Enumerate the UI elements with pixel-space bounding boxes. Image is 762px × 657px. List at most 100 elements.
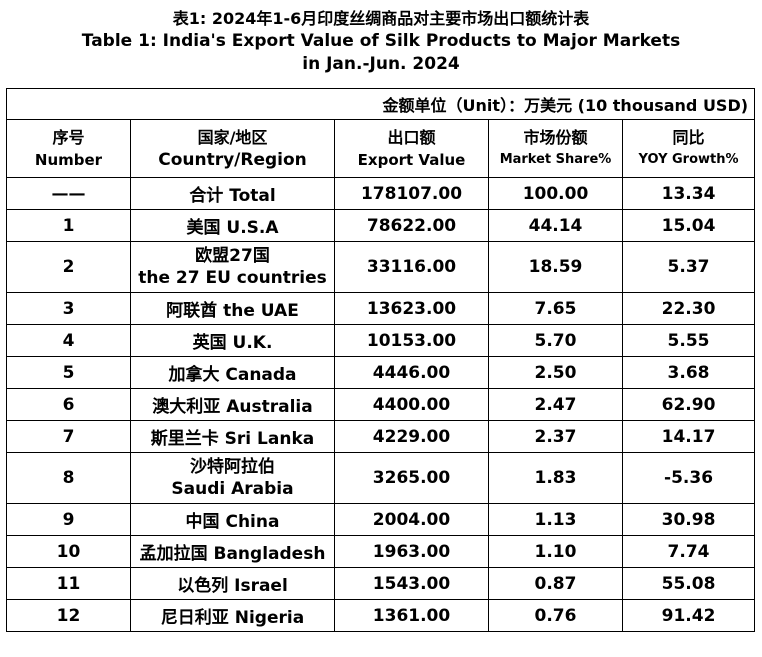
title-english: Table 1: India's Export Value of Silk Pr… [81, 31, 681, 51]
header-export-value-en: Export Value [357, 151, 466, 169]
row-number: 12 [6, 599, 131, 632]
header-row: 序号 Number 国家/地区 Country/Region 出口额 Expor… [6, 119, 756, 178]
header-yoy-en: YOY Growth% [638, 152, 739, 167]
row-country: 阿联酋 the UAE [130, 292, 335, 325]
row-number: 5 [6, 356, 131, 389]
header-country: 国家/地区 Country/Region [130, 119, 335, 178]
row-country: 欧盟27国 the 27 EU countries [130, 241, 335, 293]
row-yoy-growth: 62.90 [621, 388, 756, 421]
table-row: —— 合计 Total 178107.00 100.00 13.34 [6, 177, 756, 210]
row-export-value: 178107.00 [334, 177, 489, 210]
row-number: 9 [6, 503, 131, 536]
row-market-share: 44.14 [488, 209, 623, 242]
row-yoy-growth: 5.55 [621, 324, 756, 357]
row-yoy-growth: 30.98 [621, 503, 756, 536]
row-yoy-growth: 55.08 [621, 567, 756, 600]
row-market-share: 2.50 [488, 356, 623, 389]
row-country: 加拿大 Canada [130, 356, 335, 389]
row-number: 11 [6, 567, 131, 600]
row-country-line1: 以色列 Israel [177, 576, 288, 596]
row-yoy-growth: 13.34 [621, 177, 756, 210]
header-country-en: Country/Region [158, 150, 307, 170]
row-country-line1: 美国 U.S.A [186, 218, 279, 238]
header-number-cn: 序号 [52, 128, 85, 147]
row-country: 沙特阿拉伯 Saudi Arabia [130, 452, 335, 504]
table-row: 9 中国 China 2004.00 1.13 30.98 [6, 503, 756, 536]
row-country-line2: the 27 EU countries [138, 268, 327, 288]
row-yoy-growth: 22.30 [621, 292, 756, 325]
row-export-value: 1361.00 [334, 599, 489, 632]
row-market-share: 1.83 [488, 452, 623, 504]
row-country-line1: 孟加拉国 Bangladesh [139, 544, 326, 564]
header-export-value: 出口额 Export Value [334, 119, 489, 178]
row-number: 4 [6, 324, 131, 357]
row-country: 澳大利亚 Australia [130, 388, 335, 421]
row-country: 孟加拉国 Bangladesh [130, 535, 335, 568]
row-market-share: 100.00 [488, 177, 623, 210]
row-country: 尼日利亚 Nigeria [130, 599, 335, 632]
row-country: 美国 U.S.A [130, 209, 335, 242]
row-country-line1: 中国 China [185, 512, 280, 532]
row-country: 合计 Total [130, 177, 335, 210]
table-row: 2 欧盟27国 the 27 EU countries 33116.00 18.59 5.… [6, 241, 756, 293]
row-country-line1: 欧盟27国 [195, 246, 270, 266]
header-market-share-cn: 市场份额 [523, 128, 588, 147]
row-number: —— [6, 177, 131, 210]
row-yoy-growth: -5.36 [621, 452, 756, 504]
table-titles: 表1: 2024年1-6月印度丝绸商品对主要市场出口额统计表 Table 1: … [0, 8, 762, 76]
row-export-value: 1963.00 [334, 535, 489, 568]
row-market-share: 0.76 [488, 599, 623, 632]
row-yoy-growth: 14.17 [621, 420, 756, 453]
table-row: 8 沙特阿拉伯 Saudi Arabia 3265.00 1.83 -5.36 [6, 452, 756, 504]
row-market-share: 1.10 [488, 535, 623, 568]
row-country-line1: 澳大利亚 Australia [152, 397, 313, 417]
row-yoy-growth: 91.42 [621, 599, 756, 632]
row-yoy-growth: 5.37 [621, 241, 756, 293]
row-market-share: 2.37 [488, 420, 623, 453]
row-yoy-growth: 15.04 [621, 209, 756, 242]
row-export-value: 10153.00 [334, 324, 489, 357]
row-number: 7 [6, 420, 131, 453]
row-country-line1: 英国 U.K. [192, 333, 273, 353]
row-country-line1: 尼日利亚 Nigeria [160, 608, 305, 628]
header-market-share: 市场份额 Market Share% [488, 119, 623, 178]
header-yoy-cn: 同比 [672, 128, 705, 147]
row-market-share: 2.47 [488, 388, 623, 421]
row-country-line1: 合计 Total [189, 186, 276, 206]
row-country: 英国 U.K. [130, 324, 335, 357]
row-country-line1: 加拿大 Canada [168, 365, 297, 385]
row-export-value: 4400.00 [334, 388, 489, 421]
export-table: 金额单位（Unit）：万美元 (10 thousand USD) 序号 Numb… [5, 88, 756, 632]
table-row: 11 以色列 Israel 1543.00 0.87 55.08 [6, 567, 756, 600]
row-market-share: 0.87 [488, 567, 623, 600]
header-market-share-en: Market Share% [499, 152, 612, 167]
row-number: 2 [6, 241, 131, 293]
table-row: 5 加拿大 Canada 4446.00 2.50 3.68 [6, 356, 756, 389]
table-row: 7 斯里兰卡 Sri Lanka 4229.00 2.37 14.17 [6, 420, 756, 453]
table-row: 3 阿联酋 the UAE 13623.00 7.65 22.30 [6, 292, 756, 325]
row-market-share: 18.59 [488, 241, 623, 293]
header-yoy: 同比 YOY Growth% [621, 119, 756, 178]
row-export-value: 1543.00 [334, 567, 489, 600]
table-row: 4 英国 U.K. 10153.00 5.70 5.55 [6, 324, 756, 357]
table-row: 12 尼日利亚 Nigeria 1361.00 0.76 91.42 [6, 599, 756, 632]
unit-label: 金额单位（Unit）：万美元 (10 thousand USD) [5, 88, 756, 120]
unit-row: 金额单位（Unit）：万美元 (10 thousand USD) [5, 88, 756, 120]
row-market-share: 1.13 [488, 503, 623, 536]
row-number: 8 [6, 452, 131, 504]
header-country-cn: 国家/地区 [197, 128, 268, 147]
row-export-value: 4446.00 [334, 356, 489, 389]
header-export-value-cn: 出口额 [387, 128, 436, 147]
row-export-value: 4229.00 [334, 420, 489, 453]
row-number: 3 [6, 292, 131, 325]
row-export-value: 13623.00 [334, 292, 489, 325]
row-country: 斯里兰卡 Sri Lanka [130, 420, 335, 453]
table-row: 10 孟加拉国 Bangladesh 1963.00 1.10 7.74 [6, 535, 756, 568]
row-export-value: 78622.00 [334, 209, 489, 242]
row-country-line1: 沙特阿拉伯 [190, 457, 275, 477]
row-country: 中国 China [130, 503, 335, 536]
row-export-value: 33116.00 [334, 241, 489, 293]
row-number: 1 [6, 209, 131, 242]
table-row: 6 澳大利亚 Australia 4400.00 2.47 62.90 [6, 388, 756, 421]
row-yoy-growth: 3.68 [621, 356, 756, 389]
